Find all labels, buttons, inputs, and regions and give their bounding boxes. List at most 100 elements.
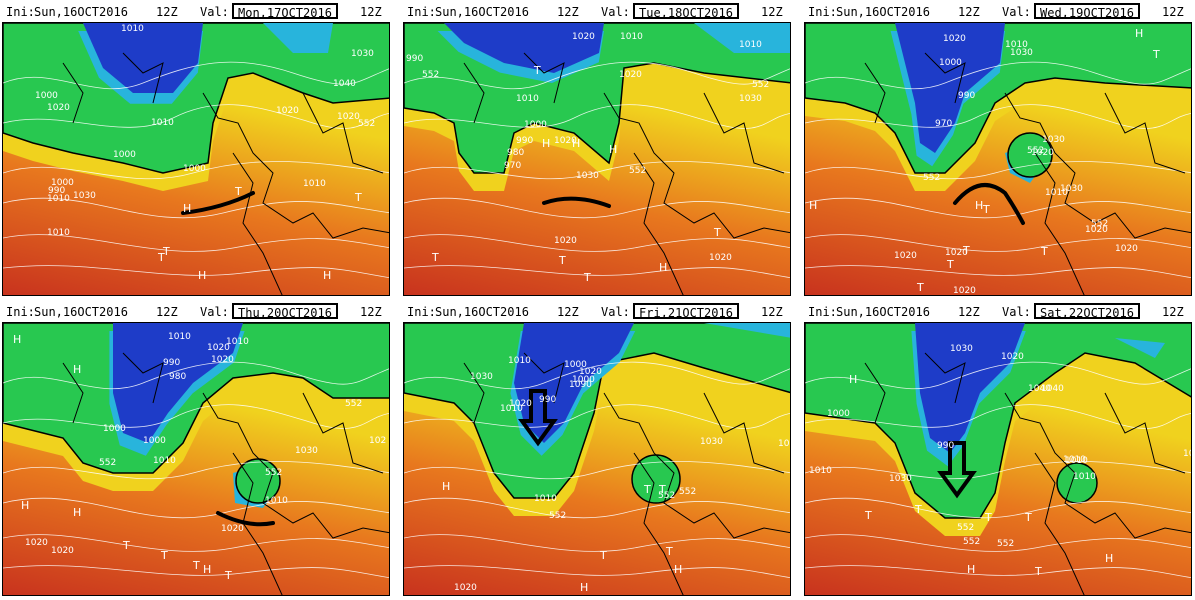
weather-map: 1010 1020 1010 1020 990 980 1000 1000 552 1010 552… — [2, 322, 390, 596]
trough-core — [83, 23, 203, 93]
isobar-line — [805, 265, 1191, 279]
isobar-label: 1030 — [1010, 48, 1033, 58]
isobar-label: 1020 — [276, 106, 299, 116]
valid-label: Val: — [601, 5, 630, 19]
panel-header: Ini: Sun,16OCT2016 12Z Val: Wed,19OCT2016 12Z — [804, 2, 1192, 22]
high-pressure-marker: H — [1105, 552, 1113, 565]
isobar-label: 1010 — [534, 494, 557, 504]
isobar-label: 1000 — [143, 436, 166, 446]
low-pressure-marker: T — [658, 483, 666, 496]
isobar-label: 1020 — [454, 583, 477, 593]
isobar-label: 1020 — [945, 248, 968, 258]
isobar-label: 1020 — [943, 34, 966, 44]
isobar-label: 1010 — [500, 404, 523, 414]
low-pressure-marker: T — [643, 483, 651, 496]
isobar-label: 1020 — [1115, 244, 1138, 254]
valid-run-time: 12Z — [1162, 305, 1184, 319]
isobar-label: 1000 — [113, 150, 136, 160]
down-arrow-icon — [937, 441, 977, 499]
geopotential-map: 1020 1010 1010 990 552 1010 1000 990 980 970 1020 1… — [404, 23, 790, 295]
valid-date-box: Fri,21OCT2016 — [633, 303, 739, 320]
isobar-label: 990 — [958, 91, 975, 101]
high-pressure-marker: H — [975, 199, 983, 212]
isobar-label: 1010 — [226, 337, 249, 347]
low-pressure-marker: T — [982, 203, 990, 216]
valid-run-time: 12Z — [360, 305, 382, 319]
isobar-label: 552 — [923, 173, 940, 183]
isobar-label: 552 — [963, 537, 980, 547]
isobar-line — [3, 161, 389, 180]
weather-map: 1010 1000 1020 1010 1000 1000 1020 1040 1030 1020… — [2, 22, 390, 296]
low-pressure-marker: T — [558, 254, 566, 267]
isobar-label: 1040 — [1028, 384, 1051, 394]
low-pressure-marker: T — [583, 271, 591, 284]
init-label: Ini: — [6, 5, 35, 19]
isobar-label: 1010 — [1045, 188, 1068, 198]
valid-date-box: Mon,17OCT2016 — [232, 3, 338, 20]
down-arrow-icon — [518, 389, 558, 447]
isobar-label: 1020 — [709, 253, 732, 263]
low-pressure-marker: T — [192, 559, 200, 572]
panel-header: Ini: Sun,16OCT2016 12Z Val: Sat,22OCT2016 12Z — [804, 302, 1192, 322]
isobar-line — [404, 534, 790, 552]
isobar-label: 1010 — [153, 456, 176, 466]
isobar-label: 1020 — [953, 286, 976, 296]
init-run-time: 12Z — [958, 5, 980, 19]
isobar-label: 1010 — [168, 332, 191, 342]
isobar-label: 1010 — [1065, 456, 1088, 466]
cutoff-low — [1007, 132, 1053, 178]
high-pressure-marker: H — [809, 199, 817, 212]
panel-header: Ini: Sun,16OCT2016 12Z Val: Fri,21OCT2016 12Z — [403, 302, 791, 322]
high-pressure-marker: H — [542, 137, 550, 150]
low-pressure-marker: T — [431, 251, 439, 264]
isobar-label: 970 — [935, 119, 952, 129]
isobar-label: 1020 — [619, 70, 642, 80]
valid-date-box: Tue,18OCT2016 — [633, 3, 739, 20]
isobar-label: 1010 — [265, 496, 288, 506]
ridge-axis-line — [181, 191, 255, 215]
init-label: Ini: — [407, 305, 436, 319]
isobar-label: 1040 — [1041, 384, 1064, 394]
high-pressure-marker: H — [73, 363, 81, 376]
low-pressure-marker: T — [864, 509, 872, 522]
init-label: Ini: — [808, 5, 837, 19]
low-pressure-marker: T — [916, 281, 924, 294]
forecast-panel: Ini: Sun,16OCT2016 12Z Val: Mon,17OCT2016 12Z… — [2, 2, 390, 296]
trough-core — [915, 323, 1025, 453]
isobar-label: 1020 — [47, 103, 70, 113]
panel-header: Ini: Sun,16OCT2016 12Z Val: Tue,18OCT2016 12Z — [403, 2, 791, 22]
isobar-label: 1030 — [1060, 184, 1083, 194]
valid-label: Val: — [200, 305, 229, 319]
isobar-label: 552 — [99, 458, 116, 468]
isobar-label: 1010 — [516, 94, 539, 104]
high-pressure-marker: H — [203, 563, 211, 576]
forecast-panel: Ini: Sun,16OCT2016 12Z Val: Tue,18OCT2016 12Z… — [403, 2, 791, 296]
high-pressure-marker: H — [13, 333, 21, 346]
init-run-time: 12Z — [557, 5, 579, 19]
high-pressure-marker: H — [21, 499, 29, 512]
isobar-line — [805, 461, 1191, 480]
isobar-label: 102 — [369, 436, 386, 446]
isobar-line — [805, 361, 1191, 390]
isobar-line — [805, 104, 1191, 129]
low-pressure-marker: T — [946, 258, 954, 271]
isobar-label: 1000 — [572, 375, 595, 385]
isobar-label: 552 — [358, 119, 375, 129]
isobar-label: 102 — [1183, 449, 1192, 459]
isobar-label: 1010 — [47, 228, 70, 238]
isobar-label: 1010 — [1063, 455, 1086, 465]
isobar-label: 1010 — [47, 194, 70, 204]
geopotential-map: 1010103010101000102010009901020103055255… — [404, 323, 790, 595]
isobar-label: 990 — [406, 54, 423, 64]
isobar-label: 980 — [169, 372, 186, 382]
isobar-label: 1010 — [809, 466, 832, 476]
isobar-label: 1030 — [739, 94, 762, 104]
isobar-label: 1010 — [739, 40, 762, 50]
isobar-label: 552 — [752, 80, 769, 90]
trough-core — [444, 23, 604, 73]
isobar-line — [805, 565, 1191, 579]
isobar-line — [805, 404, 1191, 429]
trough-core — [895, 23, 1005, 153]
isobar-label: 552 — [658, 491, 675, 501]
isobar-label: 552 — [345, 399, 362, 409]
